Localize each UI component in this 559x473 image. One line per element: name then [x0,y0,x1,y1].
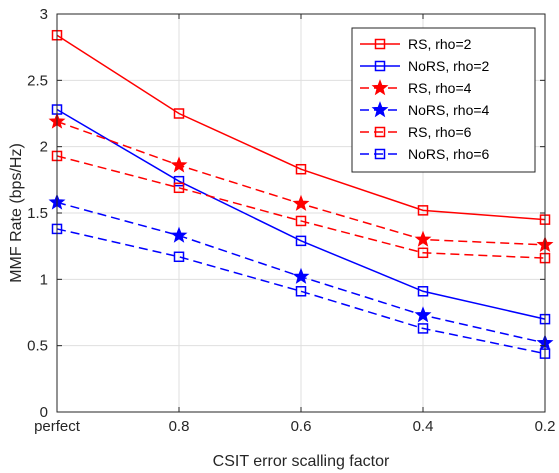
legend-square-marker [374,148,386,160]
legend-label: NoRS, rho=2 [408,58,490,74]
y-tick-label: 2 [40,139,48,156]
legend-square-marker [374,60,386,72]
legend-star-marker [371,101,389,118]
series-lines [48,29,554,359]
y-tick-label: 2.5 [27,72,48,89]
y-tick-label: 0 [40,404,48,421]
x-tick-label: perfect [34,418,81,435]
legend-item: NoRS, rho=6 [360,146,490,162]
data-point-square-marker [295,163,307,175]
data-point-square-marker [173,182,185,194]
data-point-star-marker [170,226,188,243]
legend-label: RS, rho=4 [408,80,472,96]
legend-label: NoRS, rho=6 [408,146,490,162]
y-tick-label: 3 [40,6,48,23]
data-point-square-marker [417,205,429,216]
legend-square-marker [374,38,386,50]
x-tick-label: 0.4 [413,418,434,435]
legend-item: NoRS, rho=4 [360,101,490,118]
legend-item: NoRS, rho=2 [360,58,490,74]
y-tick-label: 1 [40,271,48,288]
y-tick-label: 0.5 [27,338,48,355]
legend-item: RS, rho=4 [360,79,472,96]
legend-label: NoRS, rho=4 [408,102,490,118]
legend-item: RS, rho=2 [360,36,472,52]
legend-label: RS, rho=2 [408,36,472,52]
legend-label: RS, rho=6 [408,124,472,140]
data-point-star-marker [292,194,310,211]
series-line [56,108,546,320]
legend-item: RS, rho=6 [360,124,472,140]
data-point-square-marker [295,235,307,247]
data-point-square-marker [295,215,307,227]
x-tick-label: 0.6 [291,418,312,435]
legend-star-marker [371,79,389,96]
x-tick-label: 0.2 [535,418,556,435]
x-tick-label: 0.8 [169,418,190,435]
data-point-square-marker [173,251,185,263]
data-point-square-marker [417,323,429,334]
y-tick-label: 1.5 [27,205,48,222]
data-point-star-marker [414,306,432,323]
data-point-square-marker [417,247,429,259]
series-line [56,34,546,221]
y-axis-title: MMF Rate (bps/Hz) [8,143,25,283]
data-point-square-marker [417,286,429,297]
series-line [56,228,546,355]
data-point-square-marker [295,286,307,297]
data-point-star-marker [414,230,432,247]
legend-square-marker [374,126,386,138]
data-point-star-marker [170,156,188,173]
x-axis-title: CSIT error scalling factor [213,453,390,470]
data-point-star-marker [292,267,310,284]
series-line [56,155,546,259]
axis-ticks: perfect 0.8 0.6 0.4 0.2 0 0.5 1 1.5 2 2.5 3 [27,6,555,435]
data-point-square-marker [173,175,185,187]
data-point-square-marker [173,108,185,119]
legend-box [351,27,536,173]
legend: RS, rho=2 NoRS, rho=2 RS, rho=4 NoRS, rho=4… [351,27,536,173]
